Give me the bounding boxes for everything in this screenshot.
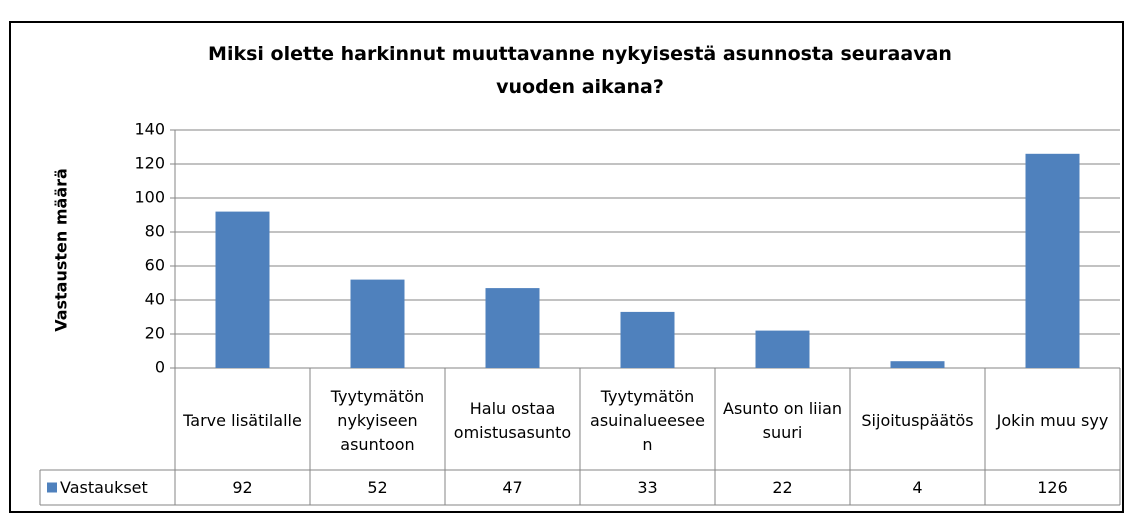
table-value: 126 (1037, 478, 1068, 497)
y-tick-label: 0 (155, 358, 165, 377)
x-tick-label: Jokin muu syy (996, 411, 1109, 430)
legend-label: Vastaukset (60, 478, 148, 497)
x-tick-label: Asunto on liian suuri (723, 399, 843, 442)
y-axis-label: Vastausten määrä (52, 168, 71, 332)
table-value: 22 (772, 478, 792, 497)
table-value: 4 (912, 478, 922, 497)
table-value: 92 (232, 478, 252, 497)
x-tick-label: Tyytymätön nykyiseen asuntoon (330, 387, 425, 454)
bar (1025, 153, 1080, 368)
x-tick-label: Tyytymätön asuinalueeseen (590, 387, 705, 454)
y-tick-label: 60 (145, 256, 165, 275)
y-tick-label: 140 (134, 120, 165, 139)
chart-frame (9, 21, 1124, 513)
y-tick-label: 120 (134, 154, 165, 173)
x-tick-label: Tarve lisätilalle (183, 411, 302, 430)
x-tick-label: Halu ostaa omistusasunto (453, 399, 572, 442)
legend-swatch (47, 482, 57, 493)
y-tick-label: 100 (134, 188, 165, 207)
table-value: 33 (637, 478, 657, 497)
table-value: 47 (502, 478, 522, 497)
y-tick-label: 40 (145, 290, 165, 309)
table-value: 52 (367, 478, 387, 497)
bar (890, 361, 945, 368)
bar (485, 288, 540, 368)
y-tick-label: 80 (145, 222, 165, 241)
chart-title: Miksi olette harkinnut muuttavanne nykyi… (208, 43, 952, 98)
bar (620, 311, 675, 368)
x-tick-label: Sijoituspäätös (861, 411, 974, 430)
bar (755, 330, 810, 368)
bar (215, 211, 270, 368)
y-tick-label: 20 (145, 324, 165, 343)
bar (350, 279, 405, 368)
